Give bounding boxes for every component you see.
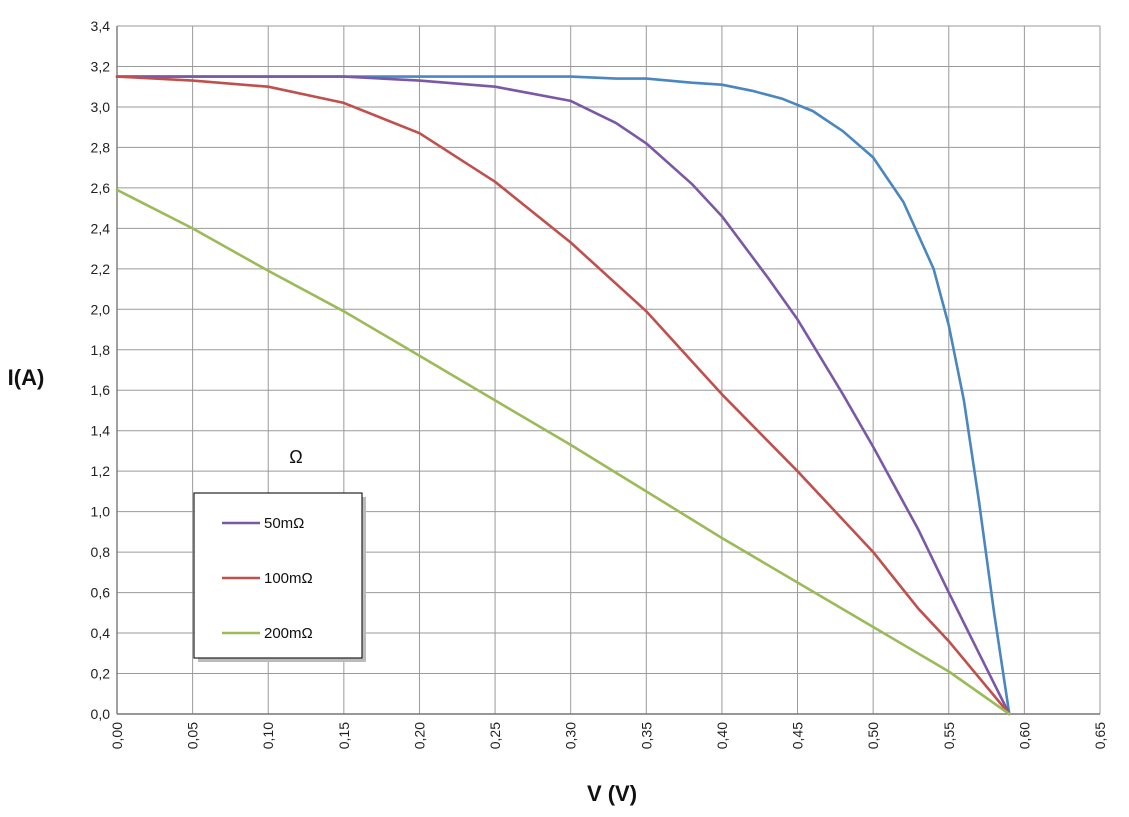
y-tick-label: 2,6 (91, 180, 111, 196)
y-tick-label: 1,2 (91, 463, 111, 479)
y-tick-label: 2,0 (91, 301, 111, 317)
x-tick-label: 0,40 (714, 722, 730, 749)
y-tick-label: 3,4 (91, 18, 111, 34)
x-tick-label: 0,60 (1016, 722, 1032, 749)
y-tick-label: 0,8 (91, 544, 111, 560)
x-tick-label: 0,00 (109, 722, 125, 749)
series-line-3 (115, 188, 1011, 716)
legend-box (193, 492, 363, 659)
x-tick-label: 0,50 (865, 722, 881, 749)
series-lines (115, 75, 1011, 716)
x-tick-label: 0,25 (487, 722, 503, 749)
y-tick-label: 1,8 (91, 342, 111, 358)
grid (116, 25, 1101, 715)
y-tick-label: 0,6 (91, 585, 111, 601)
y-tick-labels: 0,0 0,2 0,4 0,6 0,8 1,0 1,2 1,4 1,6 1,8 2,0 2,2 2,4 2… (91, 18, 111, 722)
y-tick-label: 3,0 (91, 99, 111, 115)
y-tick-label: 0,0 (91, 706, 111, 722)
legend-label: 200mΩ (264, 625, 313, 642)
x-tick-label: 0,35 (638, 722, 654, 749)
annotation-omega: Ω (289, 447, 302, 467)
y-tick-label: 3,2 (91, 58, 111, 74)
y-tick-label: 2,8 (91, 139, 111, 155)
x-tick-label: 0,15 (336, 722, 352, 749)
series-line-1 (115, 75, 1011, 716)
legend: 50mΩ 100mΩ 200mΩ (193, 492, 366, 662)
x-tick-label: 0,55 (941, 722, 957, 749)
x-tick-labels: 0,00 0,05 0,10 0,15 0,20 0,25 0,30 0,35 0,40 0,45… (109, 722, 1108, 749)
y-tick-label: 1,4 (91, 423, 111, 439)
x-tick-label: 0,65 (1092, 722, 1108, 749)
x-tick-label: 0,05 (185, 722, 201, 749)
legend-label: 50mΩ (264, 515, 304, 532)
y-tick-label: 1,0 (91, 504, 111, 520)
legend-label: 100mΩ (264, 570, 313, 587)
x-tick-label: 0,10 (260, 722, 276, 749)
y-axis-title: I(A) (8, 365, 45, 390)
y-tick-label: 0,2 (91, 666, 111, 682)
x-tick-label: 0,20 (411, 722, 427, 749)
y-tick-label: 0,4 (91, 625, 111, 641)
y-tick-label: 1,6 (91, 382, 111, 398)
x-tick-label: 0,45 (790, 722, 806, 749)
y-tick-label: 2,4 (91, 220, 111, 236)
series-line-0 (115, 75, 1011, 716)
y-tick-label: 2,2 (91, 261, 111, 277)
x-tick-label: 0,30 (563, 722, 579, 749)
series-line-2 (115, 75, 1011, 716)
x-axis-title: V (V) (587, 781, 637, 806)
